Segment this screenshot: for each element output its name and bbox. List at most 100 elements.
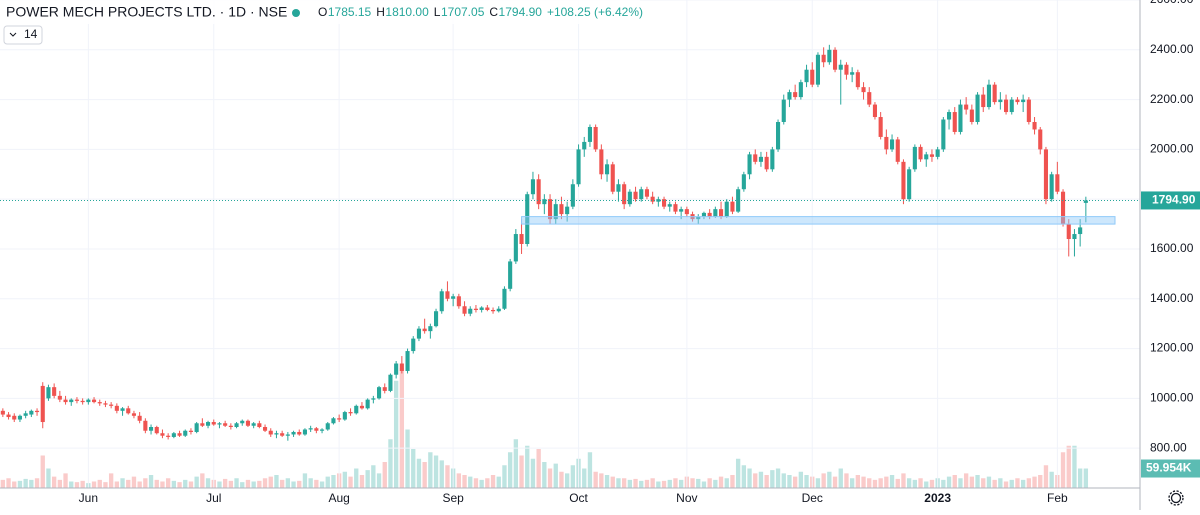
candle-body bbox=[1072, 234, 1077, 240]
x-tick-label: Jul bbox=[206, 491, 221, 505]
volume-bar bbox=[314, 479, 319, 488]
volume-bar bbox=[57, 479, 63, 488]
candle-body bbox=[878, 117, 883, 137]
volume-bar bbox=[969, 476, 975, 488]
candle-body bbox=[924, 154, 929, 160]
volume-bar bbox=[901, 473, 906, 488]
volume-bar bbox=[502, 465, 507, 488]
volume-bar bbox=[582, 468, 587, 488]
candle-body bbox=[855, 72, 860, 88]
volume-bar bbox=[240, 482, 245, 488]
candle-body bbox=[701, 212, 707, 217]
legend-value: 1794.90 bbox=[499, 5, 543, 19]
candle-body bbox=[23, 413, 28, 416]
candle-body bbox=[633, 191, 638, 200]
candle-body bbox=[52, 387, 57, 396]
candle-body bbox=[1043, 149, 1049, 200]
candle-body bbox=[331, 418, 336, 424]
candle-body bbox=[513, 234, 518, 262]
last-price-label: 1794.90 bbox=[1152, 193, 1196, 207]
volume-bar bbox=[405, 429, 410, 488]
x-tick-label: Sep bbox=[442, 491, 464, 505]
candle-body bbox=[240, 420, 245, 424]
header-bg bbox=[0, 0, 640, 24]
volume-bar bbox=[399, 367, 405, 488]
y-tick-label: 2000.00 bbox=[1150, 142, 1194, 156]
candle-body bbox=[707, 212, 712, 217]
indicator-label: 14 bbox=[24, 27, 38, 41]
candle-body bbox=[91, 399, 97, 403]
volume-bar bbox=[1032, 476, 1037, 488]
candle-body bbox=[724, 201, 729, 217]
candle-body bbox=[1055, 174, 1060, 192]
candle-body bbox=[622, 184, 627, 205]
candle-body bbox=[1021, 99, 1026, 103]
candle-body bbox=[280, 433, 285, 436]
volume-bar bbox=[1043, 465, 1049, 488]
volume-bar bbox=[958, 478, 963, 488]
candle-body bbox=[297, 431, 302, 435]
volume-bar bbox=[872, 479, 878, 488]
candle-body bbox=[462, 306, 467, 314]
y-tick-label: 1200.00 bbox=[1150, 341, 1194, 355]
volume-tag bbox=[1141, 459, 1200, 478]
legend-value: 1810.00 bbox=[385, 5, 429, 19]
candle-body bbox=[684, 209, 689, 215]
volume-bar bbox=[479, 479, 484, 488]
volume-bar bbox=[724, 478, 729, 488]
volume-bar bbox=[775, 468, 781, 488]
candle-body bbox=[964, 104, 969, 110]
candle-body bbox=[1049, 174, 1054, 200]
volume-bar bbox=[245, 479, 251, 488]
candle-body bbox=[34, 410, 40, 413]
candle-body bbox=[781, 99, 786, 122]
volume-bar bbox=[40, 455, 45, 488]
volume-bar bbox=[205, 478, 211, 488]
candle-body bbox=[1066, 224, 1071, 240]
volume-bar bbox=[587, 452, 593, 488]
y-tick-label: 1600.00 bbox=[1150, 241, 1194, 255]
volume-bar bbox=[262, 478, 268, 488]
candle-body bbox=[935, 149, 940, 157]
volume-bar bbox=[228, 480, 234, 488]
x-tick-label: Nov bbox=[676, 491, 697, 505]
candle-body bbox=[667, 204, 672, 207]
volume-bar bbox=[735, 458, 741, 488]
header: POWER MECH PROJECTS LTD. · 1D · NSE 14 O… bbox=[0, 0, 643, 45]
candle-body bbox=[981, 94, 986, 108]
y-tick-label: 1000.00 bbox=[1150, 391, 1194, 405]
volume-bar bbox=[177, 482, 182, 488]
candle-body bbox=[211, 422, 216, 425]
legend-value: 1707.05 bbox=[441, 5, 485, 19]
indicator-box[interactable] bbox=[3, 25, 43, 45]
candle-body bbox=[200, 423, 205, 426]
volume-bar bbox=[251, 481, 256, 488]
candle-body bbox=[262, 427, 268, 431]
volume-bar bbox=[633, 478, 638, 488]
candle-body bbox=[74, 399, 80, 401]
candle-body bbox=[815, 54, 821, 85]
volume-bar bbox=[91, 481, 97, 488]
candle-body bbox=[433, 311, 439, 327]
volume-bar bbox=[291, 481, 296, 488]
candle-body bbox=[86, 399, 91, 403]
volume-bar bbox=[382, 462, 387, 488]
volume-bar bbox=[542, 462, 547, 488]
volume-bar bbox=[1083, 468, 1089, 488]
volume-bar bbox=[433, 455, 439, 488]
volume-bar bbox=[656, 481, 661, 488]
volume-bar bbox=[80, 480, 85, 488]
settings-icon[interactable] bbox=[1168, 490, 1184, 506]
candle-body bbox=[354, 405, 359, 414]
candle-body bbox=[245, 420, 251, 426]
candle-body bbox=[29, 410, 34, 415]
volume-bar bbox=[319, 481, 325, 488]
volume-bar bbox=[718, 476, 724, 488]
volume-bar bbox=[468, 476, 473, 488]
volume-bar bbox=[188, 481, 194, 488]
legend-key: H bbox=[376, 5, 385, 19]
volume-bar bbox=[884, 476, 889, 488]
volume-bar bbox=[639, 480, 644, 488]
candle-body bbox=[468, 308, 473, 314]
overlay-layer bbox=[0, 199, 1140, 225]
